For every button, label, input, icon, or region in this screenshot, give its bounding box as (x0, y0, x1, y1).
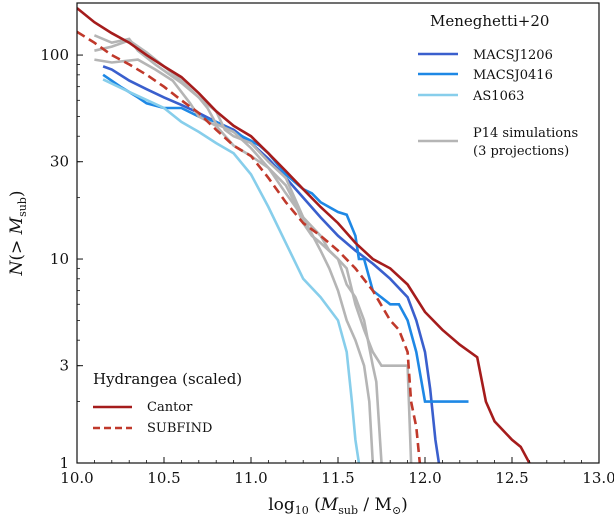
x-tick-label: 13.0 (582, 469, 614, 487)
series-line-macsj1206 (102, 65, 441, 463)
x-axis-label: log10 (Msub / M⊙) (268, 495, 408, 517)
legend-title: Hydrangea (scaled) (93, 370, 242, 388)
y-axis-label: N(> Msub) (7, 191, 29, 277)
x-tick-label: 11.0 (234, 469, 267, 487)
legend-label-p14-line2: (3 projections) (473, 144, 569, 159)
series-line-cantor (77, 7, 531, 463)
legend-label-macsj1206: MACSJ1206 (473, 48, 553, 63)
legend-label-cantor: Cantor (147, 400, 193, 415)
x-tick-label: 12.0 (408, 469, 441, 487)
legend-label-macsj0416: MACSJ0416 (473, 68, 553, 83)
x-tick-label: 12.5 (495, 469, 528, 487)
series-line-subfind (77, 30, 422, 463)
y-axis-ticks: 1 3 10 30 100 (40, 46, 83, 472)
legend-meneghetti: Meneghetti+20 MACSJ1206 MACSJ0416 AS1063… (418, 12, 578, 159)
series-layer (77, 7, 531, 463)
x-axis-ticks: 10.0 10.5 11.0 11.5 12.0 12.5 13.0 (60, 457, 614, 487)
legend-label-subfind: SUBFIND (147, 421, 212, 436)
series-line-macsj0416 (102, 73, 469, 403)
y-tick-label: 3 (59, 357, 69, 375)
y-tick-label: 100 (40, 46, 69, 64)
legend-hydrangea: Hydrangea (scaled) Cantor SUBFIND (93, 370, 242, 436)
legend-label-as1063: AS1063 (472, 89, 524, 104)
y-tick-label: 1 (59, 454, 69, 472)
series-line-p14-projection-5 (94, 58, 413, 463)
y-tick-label: 30 (50, 153, 69, 171)
series-line-p14-simulations-3-projections (93, 34, 375, 463)
series-line-as1063 (102, 78, 361, 463)
legend-label-p14-line1: P14 simulations (473, 126, 578, 141)
x-tick-label: 11.5 (321, 469, 354, 487)
legend-title: Meneghetti+20 (430, 12, 549, 30)
y-tick-label: 10 (50, 250, 69, 268)
series-line-p14-projection-4 (94, 38, 383, 463)
x-tick-label: 10.5 (147, 469, 180, 487)
x-tick-label: 10.0 (60, 469, 93, 487)
